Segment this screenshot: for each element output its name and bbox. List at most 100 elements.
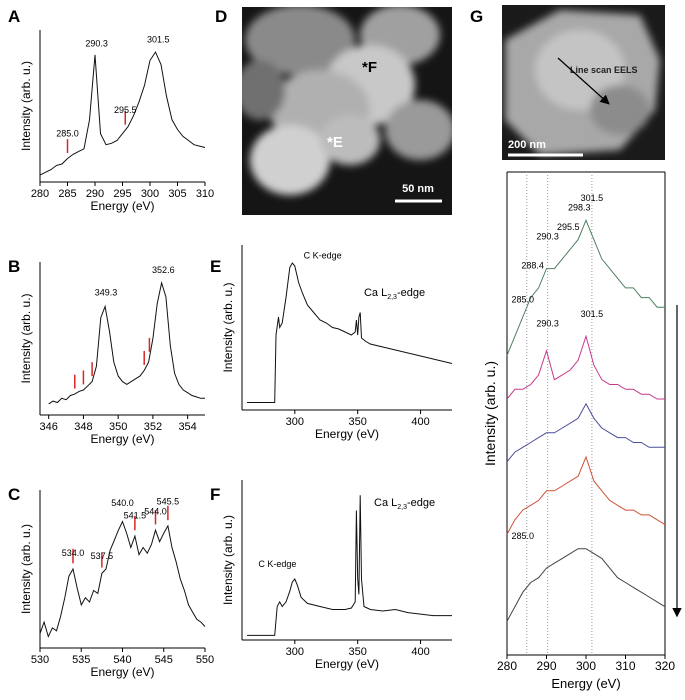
annotation: 295.5 — [114, 105, 137, 115]
x-tick-label: 540 — [113, 654, 131, 666]
x-tick-label: 400 — [411, 416, 429, 428]
x-tick-label: 290 — [86, 188, 104, 200]
x-tick-label: 280 — [31, 188, 49, 200]
spectrum — [48, 280, 205, 405]
scale-bar-label: 200 nm — [508, 139, 546, 151]
annotation: 534.0 — [62, 548, 85, 558]
x-axis-title: Energy (eV) — [315, 657, 379, 671]
x-axis-title: Energy (eV) — [90, 199, 154, 213]
spectrum — [506, 218, 665, 356]
x-tick-label: 305 — [168, 188, 186, 200]
annotation-text: C K-edge — [304, 251, 342, 261]
x-tick-label: 348 — [74, 421, 92, 433]
annotation: 285.0 — [512, 294, 535, 304]
image-caption: Line scan EELS — [570, 65, 638, 75]
x-tick-label: 350 — [109, 421, 127, 433]
x-tick-label: 354 — [178, 421, 196, 433]
annotation-text: 545.5 — [157, 496, 180, 506]
y-axis-title: Intensity (arb. u.) — [19, 293, 33, 383]
x-tick-label: 535 — [72, 654, 90, 666]
x-tick-label: 295 — [113, 188, 131, 200]
annotation: 298.3 — [568, 203, 591, 213]
x-tick-label: 300 — [141, 188, 159, 200]
x-tick-label: 310 — [196, 188, 214, 200]
x-axis-title: Energy (eV) — [551, 676, 620, 691]
annotation: 288.4 — [521, 261, 544, 271]
annotation-subscript: 2,3 — [397, 504, 407, 511]
annotation-text: 295.5 — [557, 222, 580, 232]
annotation-text: 290.3 — [85, 39, 108, 49]
x-tick-label: 350 — [349, 646, 367, 658]
annotation-text: 301.5 — [581, 309, 604, 319]
annotation: 301.5 — [581, 193, 604, 203]
x-tick-label: 300 — [286, 646, 304, 658]
panel-label: F — [210, 485, 220, 504]
annotation-text: 290.3 — [536, 232, 559, 242]
annotation: 541.5 — [124, 511, 147, 521]
annotation-suffix: -edge — [397, 287, 425, 299]
annotation-text: 537.5 — [91, 551, 114, 561]
x-tick-label: 280 — [497, 659, 517, 673]
x-tick-label: 352 — [144, 421, 162, 433]
annotation: 290.3 — [536, 232, 559, 242]
x-tick-label: 310 — [615, 659, 635, 673]
x-tick-label: 400 — [411, 646, 429, 658]
annotation: 537.5 — [91, 551, 114, 561]
annotation-text: 301.5 — [581, 193, 604, 203]
micrograph-g: Line scan EELS 200 nm G — [470, 5, 665, 160]
x-tick-label: 320 — [655, 659, 675, 673]
annotation-text: 295.5 — [114, 105, 137, 115]
x-axis-title: Energy (eV) — [90, 665, 154, 679]
spectrum — [506, 402, 665, 463]
annotation-text: 534.0 — [62, 548, 85, 558]
y-axis-title: Intensity (arb. u.) — [19, 524, 33, 614]
annotation-text: Ca L — [364, 287, 387, 299]
annotation: 295.5 — [557, 222, 580, 232]
panel-label: D — [215, 7, 227, 26]
spectrum — [247, 262, 453, 403]
annotation-text: 288.4 — [521, 261, 544, 271]
annotation-text: 352.6 — [152, 265, 175, 275]
annotation: 545.5 — [157, 496, 180, 506]
annotation-subscript: 2,3 — [387, 294, 397, 301]
annotation: 349.3 — [95, 287, 118, 297]
y-axis-title: Intensity (arb. u.) — [19, 61, 33, 151]
panel-label: E — [210, 257, 221, 276]
x-tick-label: 285 — [58, 188, 76, 200]
annotation-text: 541.5 — [124, 511, 147, 521]
annotation-text: 285.0 — [512, 294, 535, 304]
image-label: *F — [362, 59, 377, 76]
y-axis-title: Intensity (arb. u.) — [221, 282, 235, 372]
panel-label: B — [8, 257, 20, 276]
x-axis-title: Energy (eV) — [90, 432, 154, 446]
annotation-text: 285.0 — [56, 128, 79, 138]
annotation-text: C K-edge — [258, 559, 296, 569]
panel-label: C — [8, 485, 20, 504]
spectrum — [506, 548, 666, 622]
annotation-text: 540.0 — [111, 498, 134, 508]
spectrum — [247, 495, 452, 636]
x-tick-label: 545 — [155, 654, 173, 666]
y-axis-title: Intensity (arb. u.) — [482, 361, 498, 466]
x-tick-label: 550 — [196, 654, 214, 666]
annotation: C K-edge — [304, 251, 342, 261]
x-tick-label: 346 — [40, 421, 58, 433]
annotation: 301.5 — [581, 309, 604, 319]
annotation-text: 544.0 — [144, 506, 167, 516]
annotation: 290.3 — [85, 39, 108, 49]
annotation-text: 349.3 — [95, 287, 118, 297]
scan-arrow — [557, 57, 610, 105]
micrograph-d: *F *E 50 nm D — [215, 7, 452, 215]
annotation: Ca L2,3-edge — [374, 497, 435, 511]
panel-label: A — [8, 7, 20, 26]
x-tick-label: 350 — [349, 416, 367, 428]
annotation: Ca L2,3-edge — [364, 287, 425, 301]
y-axis-title: Intensity (arb. u.) — [221, 515, 235, 605]
annotation-text: Ca L — [374, 497, 397, 509]
panel-label: G — [470, 7, 483, 26]
x-tick-label: 290 — [536, 659, 556, 673]
annotation: 544.0 — [144, 506, 167, 516]
x-axis-title: Energy (eV) — [315, 427, 379, 441]
spectrum — [506, 455, 666, 535]
annotation: 285.0 — [56, 128, 79, 138]
